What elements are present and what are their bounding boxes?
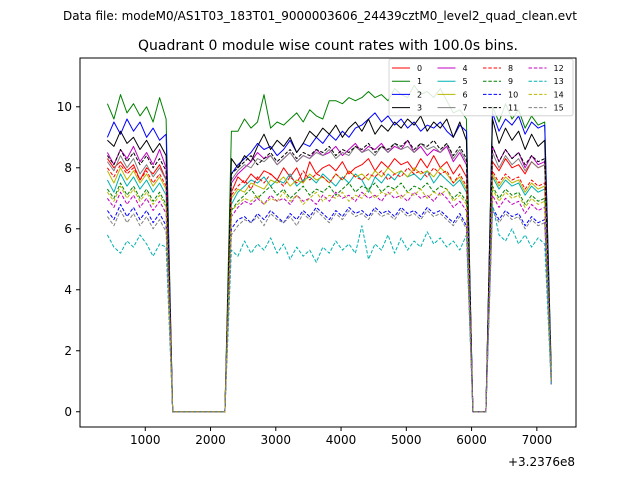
x-tick-label: 1000	[130, 433, 161, 447]
legend-label-12: 12	[554, 64, 564, 73]
x-axis: 1000 2000 3000 4000 5000 6000 7000	[130, 427, 552, 447]
legend-label-7: 7	[463, 104, 468, 113]
legend-label-11: 11	[508, 104, 518, 113]
x-tick-label: 7000	[522, 433, 553, 447]
legend-label-5: 5	[463, 77, 468, 86]
legend-label-3: 3	[417, 104, 422, 113]
series-line-10	[106, 203, 552, 413]
series-line-9	[106, 182, 552, 413]
y-tick-label: 2	[64, 344, 72, 358]
legend-label-8: 8	[508, 64, 513, 73]
y-tick-label: 0	[64, 405, 72, 419]
x-tick-label: 3000	[261, 433, 292, 447]
x-tick-label: 6000	[456, 433, 487, 447]
legend-label-13: 13	[554, 77, 564, 86]
y-tick-label: 8	[64, 161, 72, 175]
y-axis: 0 2 4 6 8 10	[57, 100, 80, 419]
legend-label-9: 9	[508, 77, 513, 86]
legend-label-4: 4	[463, 64, 468, 73]
legend-label-6: 6	[463, 90, 468, 99]
legend-frame	[388, 58, 574, 117]
series-layer	[106, 84, 552, 413]
series-line-15	[106, 210, 552, 413]
y-tick-label: 6	[64, 222, 72, 236]
x-tick-label: 2000	[195, 433, 226, 447]
x-tick-label: 4000	[326, 433, 357, 447]
x-tick-label: 5000	[391, 433, 422, 447]
y-tick-label: 4	[64, 283, 72, 297]
y-tick-label: 10	[57, 100, 72, 114]
x-offset-label: +3.2376e8	[508, 455, 575, 469]
chart-title: Quadrant 0 module wise count rates with …	[138, 38, 518, 54]
legend-label-10: 10	[508, 90, 518, 99]
legend-label-0: 0	[417, 64, 422, 73]
legend-label-14: 14	[554, 90, 564, 99]
legend-label-1: 1	[417, 77, 422, 86]
legend-label-15: 15	[554, 104, 564, 113]
data-file-suptitle: Data file: modeM0/AS1T03_183T01_90000036…	[63, 9, 577, 23]
legend-label-2: 2	[417, 90, 422, 99]
axes-frame	[79, 57, 577, 428]
